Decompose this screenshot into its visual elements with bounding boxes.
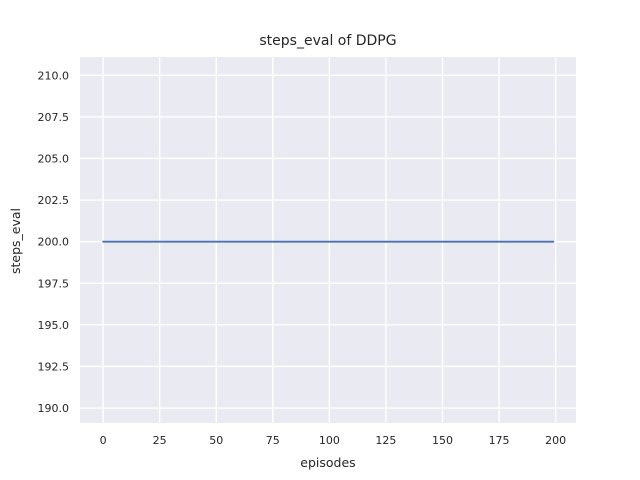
x-tick-label: 25 [153,434,167,447]
x-tick-label: 125 [375,434,396,447]
x-tick-label: 100 [319,434,340,447]
y-tick-label: 197.5 [38,277,70,290]
x-tick-label: 75 [266,434,280,447]
y-tick-label: 195.0 [38,319,70,332]
y-tick-label: 202.5 [38,194,70,207]
chart-title: steps_eval of DDPG [259,33,397,49]
y-tick-label: 190.0 [38,402,70,415]
x-tick-label: 175 [489,434,510,447]
y-tick-label: 210.0 [38,69,70,82]
x-tick-label: 150 [432,434,453,447]
x-tick-label: 200 [545,434,566,447]
y-tick-label: 200.0 [38,236,70,249]
y-axis-label: steps_eval [8,207,23,275]
y-tick-label: 207.5 [38,111,70,124]
y-tick-label: 192.5 [38,360,70,373]
x-tick-label: 50 [209,434,223,447]
plot-area [80,57,576,423]
y-tick-label: 205.0 [38,152,70,165]
x-tick-label: 0 [100,434,107,447]
x-axis-label: episodes [300,455,356,470]
